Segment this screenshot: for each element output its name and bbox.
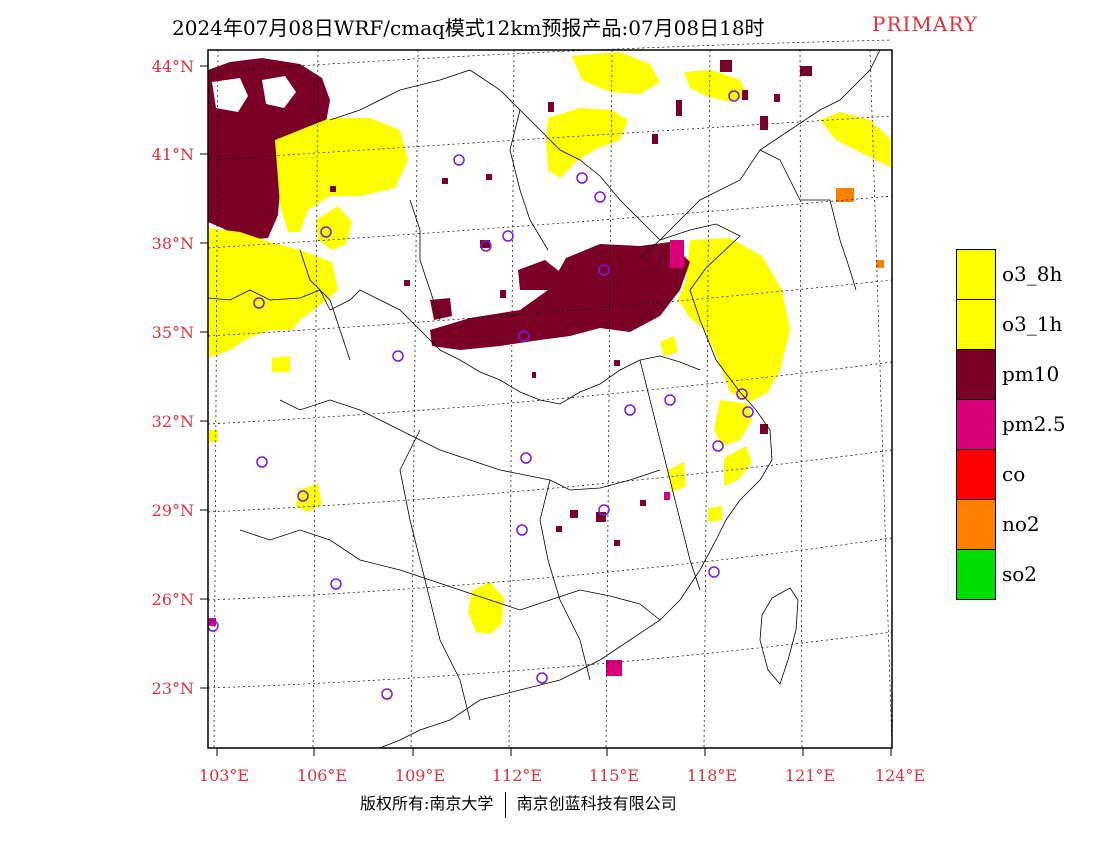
pollutant-type-label: PRIMARY (872, 12, 978, 36)
legend-label: co (1002, 462, 1026, 486)
legend-swatch (956, 449, 996, 500)
station-markers (207, 90, 754, 700)
lat-label: 35°N (152, 323, 194, 342)
legend-item-pm10: pm10 (956, 349, 1096, 400)
legend-label: so2 (1002, 562, 1038, 586)
lat-label: 38°N (152, 234, 194, 253)
o3-region-northwest (275, 118, 408, 232)
legend-label: o3_8h (1002, 262, 1063, 286)
lon-label: 109°E (395, 766, 445, 785)
legend-item-co: co (956, 449, 1096, 500)
legend-swatch (956, 549, 996, 600)
copyright-footer: 版权所有:南京大学 南京创蓝科技有限公司 (360, 790, 677, 818)
legend-item-o3-1h: o3_1h (956, 299, 1096, 350)
legend-label: o3_1h (1002, 312, 1063, 336)
lon-ticks (216, 748, 892, 756)
lat-label: 23°N (152, 679, 194, 698)
coastline (379, 223, 773, 749)
lat-ticks (200, 65, 208, 689)
lat-label: 26°N (152, 590, 194, 609)
legend-label: pm10 (1002, 362, 1060, 386)
legend-label: pm2.5 (1002, 412, 1066, 436)
copyright-company: 南京创蓝科技有限公司 (516, 794, 677, 813)
lon-label: 112°E (492, 766, 542, 785)
pollution-patches (208, 52, 892, 676)
taiwan-outline (759, 587, 799, 685)
pm10-region-central (430, 242, 690, 350)
lon-label: 115°E (589, 766, 639, 785)
lat-labels: 44°N 41°N 38°N 35°N 32°N 29°N 26°N 23°N (152, 57, 194, 698)
graticule (207, 39, 893, 749)
legend: o3_8h o3_1h pm10 pm2.5 co no2 so2 (956, 249, 1096, 600)
footer-divider (504, 791, 506, 818)
lat-label: 29°N (152, 501, 194, 520)
legend-swatch (956, 349, 996, 400)
map-frame (207, 49, 893, 749)
map-title: 2024年07月08日WRF/cmaq模式12km预报产品:07月08日18时 (172, 16, 765, 40)
lon-label: 106°E (297, 766, 347, 785)
legend-item-so2: so2 (956, 549, 1096, 600)
lon-label: 124°E (875, 766, 925, 785)
legend-item-o3-8h: o3_8h (956, 249, 1096, 300)
o3-region-east-coast (678, 238, 790, 402)
legend-swatch (956, 249, 996, 300)
o3-region-north (546, 108, 628, 178)
legend-item-no2: no2 (956, 499, 1096, 550)
legend-swatch (956, 499, 996, 550)
boundaries (207, 49, 881, 749)
lon-label: 121°E (785, 766, 835, 785)
legend-swatch (956, 399, 996, 450)
o3-region-west (208, 228, 338, 358)
legend-swatch (956, 299, 996, 350)
legend-item-pm25: pm2.5 (956, 399, 1096, 450)
lon-label: 118°E (687, 766, 737, 785)
lat-label: 32°N (152, 412, 194, 431)
copyright-owner: 版权所有:南京大学 (360, 794, 494, 813)
legend-label: no2 (1002, 512, 1040, 536)
lon-label: 103°E (199, 766, 249, 785)
lon-labels: 103°E 106°E 109°E 112°E 115°E 118°E 121°… (199, 766, 925, 785)
lat-label: 44°N (152, 57, 194, 76)
lat-label: 41°N (152, 145, 194, 164)
title-bar: 2024年07月08日WRF/cmaq模式12km预报产品:07月08日18时 … (0, 12, 1100, 40)
